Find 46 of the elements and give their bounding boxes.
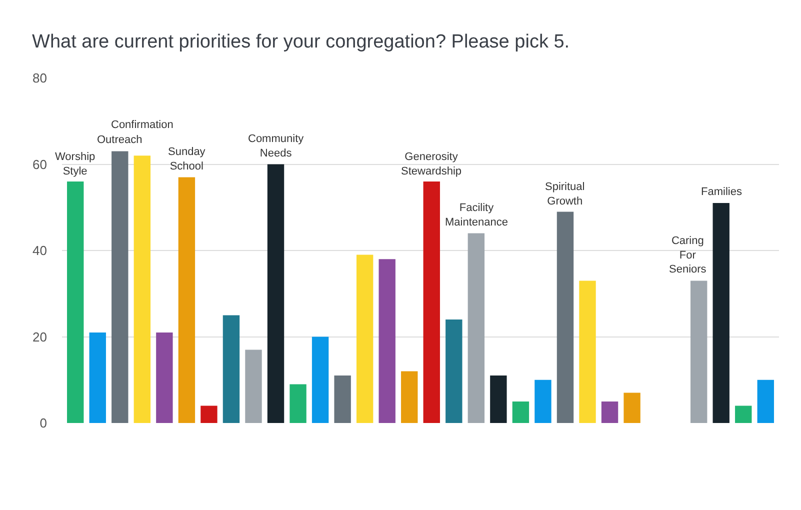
bar [334, 376, 351, 423]
bar [512, 401, 530, 423]
x-tick-label: Community Needs [248, 133, 304, 160]
bar [200, 406, 218, 423]
y-tick-label: 40 [32, 243, 47, 258]
y-tick-label: 20 [32, 329, 47, 344]
y-tick-label: 0 [40, 416, 47, 431]
bar [468, 233, 485, 423]
x-tick-label: Outreach [97, 134, 142, 146]
bar [267, 164, 284, 423]
bar [156, 332, 173, 423]
x-tick-label: Worship Style [55, 151, 96, 178]
x-tick-label: Caring For Seniors [669, 235, 707, 276]
bar [67, 182, 84, 423]
x-tick-label: Facility Maintenance [445, 202, 508, 228]
x-tick-label: Generosity Stewardship [401, 151, 462, 178]
bar [245, 350, 262, 423]
bar [624, 392, 640, 423]
bar [534, 380, 552, 423]
x-tick-label: Confirmation [111, 119, 174, 131]
bar [712, 203, 730, 423]
bar [735, 406, 752, 423]
bar [378, 259, 396, 423]
y-tick-label: 80 [32, 70, 47, 86]
bar [579, 280, 596, 423]
bar [178, 177, 196, 423]
bar [89, 332, 106, 423]
bar [757, 380, 774, 423]
bar [134, 156, 151, 423]
bar [112, 151, 128, 423]
bar [690, 280, 708, 423]
bar [490, 376, 507, 423]
y-tick-label: 60 [32, 156, 47, 172]
bar [312, 336, 329, 423]
x-tick-label: Sunday School [168, 146, 206, 172]
bar [601, 401, 618, 423]
bar [446, 320, 462, 423]
bar [290, 384, 306, 423]
x-tick-label: Families [701, 186, 742, 198]
x-tick-label: Spiritual Growth [545, 181, 585, 208]
bar [356, 254, 374, 423]
bar [401, 371, 418, 423]
bar [222, 315, 240, 423]
bar [556, 212, 574, 423]
bar [423, 182, 440, 423]
chart-title: What are current priorities for your congregation? Please pick 5. [32, 31, 570, 52]
